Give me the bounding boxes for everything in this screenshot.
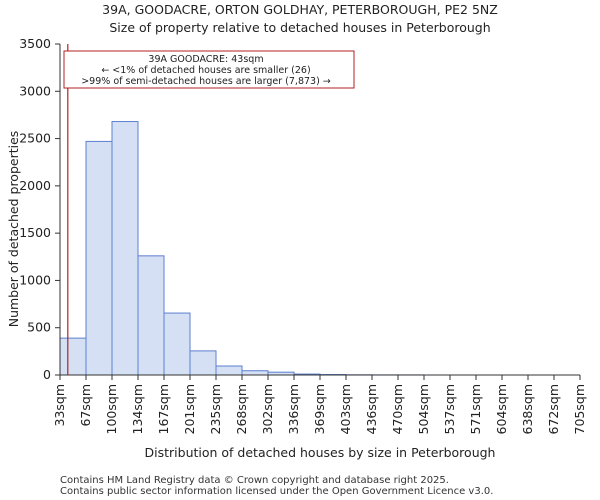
x-tick-label: 33sqm [52,384,67,427]
x-tick-label: 100sqm [104,384,119,434]
x-tick-label: 604sqm [494,384,509,434]
x-tick-label: 470sqm [390,384,405,434]
histogram-bar [241,370,269,376]
x-tick-label: 235sqm [208,384,223,434]
x-tick-label: 672sqm [546,384,561,434]
histogram-bar [111,121,139,376]
plot-area: 0 500 1000 1500 2000 2500 3000 3500 33sqm 67sqm 10… [19,36,587,434]
x-tick-label: 504sqm [416,384,431,434]
x-axis-label: Distribution of detached houses by size … [145,445,496,460]
x-tick-label: 201sqm [182,384,197,434]
x-tick-label: 705sqm [572,384,587,434]
x-tick-label: 67sqm [78,384,93,427]
y-axis-label: Number of detached properties [6,131,21,328]
x-tick-label: 369sqm [312,384,327,434]
x-tick-label: 537sqm [442,384,457,434]
y-tick-label: 3000 [19,83,51,98]
annotation-box [63,50,355,89]
x-tick-label: 436sqm [364,384,379,434]
chart-title: 39A, GOODACRE, ORTON GOLDHAY, PETERBOROU… [102,2,498,17]
x-tick-label: 403sqm [338,384,353,434]
footer-line-2: Contains public sector information licen… [60,486,493,497]
annotation-line: 39A GOODACRE: 43sqm [148,54,263,65]
y-tick-label: 500 [27,320,51,335]
y-tick-label: 2000 [19,178,51,193]
x-tick-label: 134sqm [130,384,145,434]
footer-line-1: Contains HM Land Registry data © Crown c… [60,475,449,486]
x-tick-label: 571sqm [468,384,483,434]
histogram-bar [59,337,87,376]
y-tick-label: 2500 [19,131,51,146]
y-tick-label: 3500 [19,36,51,51]
y-tick-label: 0 [43,367,51,382]
histogram-bar [85,140,113,376]
histogram-bar [215,365,243,376]
x-tick-label: 638sqm [520,384,535,434]
y-tick-label: 1000 [19,272,51,287]
x-tick-label: 268sqm [234,384,249,434]
y-tick-label: 1500 [19,225,51,240]
x-tick-label: 336sqm [286,384,301,434]
histogram-bar [189,350,217,376]
annotation-line: >99% of semi-detached houses are larger … [81,76,331,87]
chart-subtitle: Size of property relative to detached ho… [109,20,490,35]
annotation-line: ← <1% of detached houses are smaller (26… [101,65,310,76]
histogram-bar [137,255,165,376]
x-tick-label: 167sqm [156,384,171,434]
histogram-bar [163,312,191,376]
x-tick-label: 302sqm [260,384,275,434]
